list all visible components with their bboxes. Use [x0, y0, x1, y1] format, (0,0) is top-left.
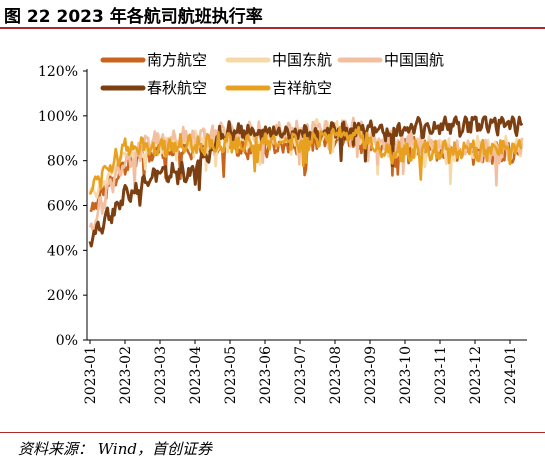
series-line — [88, 118, 524, 199]
axes: 0% 20% 40% 60% 80% 100% 120% 2023-01 2023-02 2023… — [38, 64, 527, 404]
x-tick-label: 2023-09 — [363, 346, 379, 404]
legend-label: 春秋航空 — [147, 79, 207, 97]
legend-label: 吉祥航空 — [272, 79, 332, 97]
title-divider — [0, 27, 545, 29]
x-tick-label: 2023-08 — [328, 346, 344, 404]
y-tick-label: 60% — [47, 199, 78, 215]
x-tick-label: 2023-01 — [83, 346, 99, 404]
x-tick-label: 2023-07 — [293, 346, 309, 404]
x-tick-label: 2023-06 — [258, 346, 274, 404]
y-tick-label: 0% — [56, 333, 78, 349]
legend-label: 中国东航 — [272, 51, 332, 69]
y-tick-label: 20% — [47, 288, 78, 304]
y-tick-label: 40% — [47, 243, 78, 259]
series-lines — [88, 115, 524, 248]
x-tick-label: 2023-10 — [398, 346, 414, 404]
legend-label: 南方航空 — [147, 51, 207, 69]
x-tick-label: 2023-04 — [188, 346, 204, 404]
y-tick-label: 80% — [47, 154, 78, 170]
series-line — [88, 125, 523, 196]
x-tick-label: 2023-05 — [223, 346, 239, 404]
figure-title: 图 22 2023 年各航司航班执行率 — [4, 7, 263, 27]
x-tick-label: 2023-03 — [153, 346, 169, 404]
y-tick-label: 120% — [38, 64, 78, 80]
x-tick-label: 2023-11 — [433, 346, 449, 404]
series-line — [88, 115, 524, 248]
x-tick-label: 2024-01 — [503, 346, 519, 404]
y-tick-label: 100% — [38, 109, 78, 125]
chart: 0% 20% 40% 60% 80% 100% 120% 2023-01 2023-02 2023… — [38, 51, 527, 404]
source-note: 资料来源： Wind，首创证券 — [18, 440, 212, 458]
x-tick-label: 2023-12 — [468, 346, 484, 404]
source-divider — [0, 432, 545, 433]
legend-label: 中国国航 — [384, 51, 444, 69]
x-tick-label: 2023-02 — [118, 346, 134, 404]
